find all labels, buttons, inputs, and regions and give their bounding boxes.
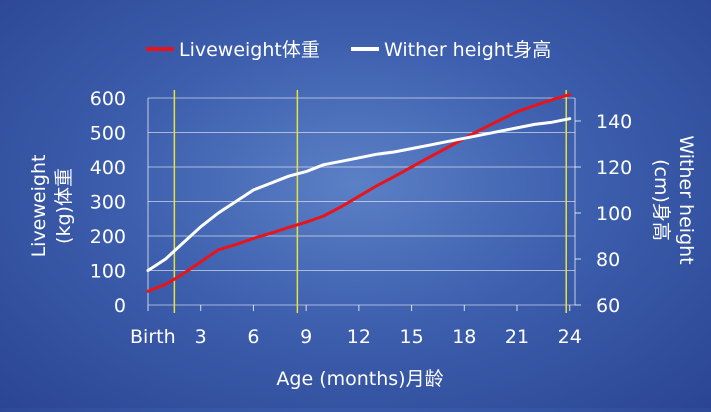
vertical-markers <box>173 90 567 313</box>
y-tick-left-400: 400 <box>90 157 126 179</box>
y-axis-title-left-line1: Liveweight <box>28 155 50 258</box>
y-tick-right-100: 100 <box>596 203 632 225</box>
y-tick-right-80: 80 <box>596 249 620 271</box>
y-tick-right-120: 120 <box>596 157 632 179</box>
legend-label-wither-height: Wither height身高 <box>384 39 551 61</box>
y-tick-left-300: 300 <box>90 192 126 214</box>
x-tick-15: 15 <box>399 326 423 348</box>
series-line-liveweight <box>146 93 572 293</box>
y-axis-title-left-line2: (kg)体重 <box>53 168 75 244</box>
y-axis-title-right-line1: Wither height <box>675 135 697 264</box>
x-tick-6: 6 <box>247 326 259 348</box>
x-tick-12: 12 <box>347 326 371 348</box>
legend-label-liveweight: Liveweight体重 <box>179 39 320 61</box>
legend: Liveweight体重 Wither height身高 <box>146 39 551 61</box>
grid <box>147 97 581 311</box>
y-tick-left-0: 0 <box>114 295 126 317</box>
series-lines <box>146 93 572 293</box>
y-tick-left-500: 500 <box>90 123 126 145</box>
y-tick-right-60: 60 <box>596 295 620 317</box>
y-tick-right-140: 140 <box>596 111 632 133</box>
x-tick-9: 9 <box>300 326 312 348</box>
tick-labels: 0 100 200 300 400 500 600 60 80 100 120 140 Birth 3 6 9… <box>90 88 633 348</box>
y-tick-left-200: 200 <box>90 226 126 248</box>
x-tick-18: 18 <box>452 326 476 348</box>
y-tick-left-100: 100 <box>90 261 126 283</box>
x-tick-21: 21 <box>505 326 529 348</box>
x-axis-title: Age (months)月龄 <box>276 368 443 390</box>
x-tick-24: 24 <box>558 326 582 348</box>
series-line-wither-height <box>146 117 572 272</box>
y-axis-title-right-line2: (cm)身高 <box>650 159 672 241</box>
x-tick-3: 3 <box>195 326 207 348</box>
x-tick-birth: Birth <box>130 326 176 348</box>
y-tick-left-600: 600 <box>90 88 126 110</box>
